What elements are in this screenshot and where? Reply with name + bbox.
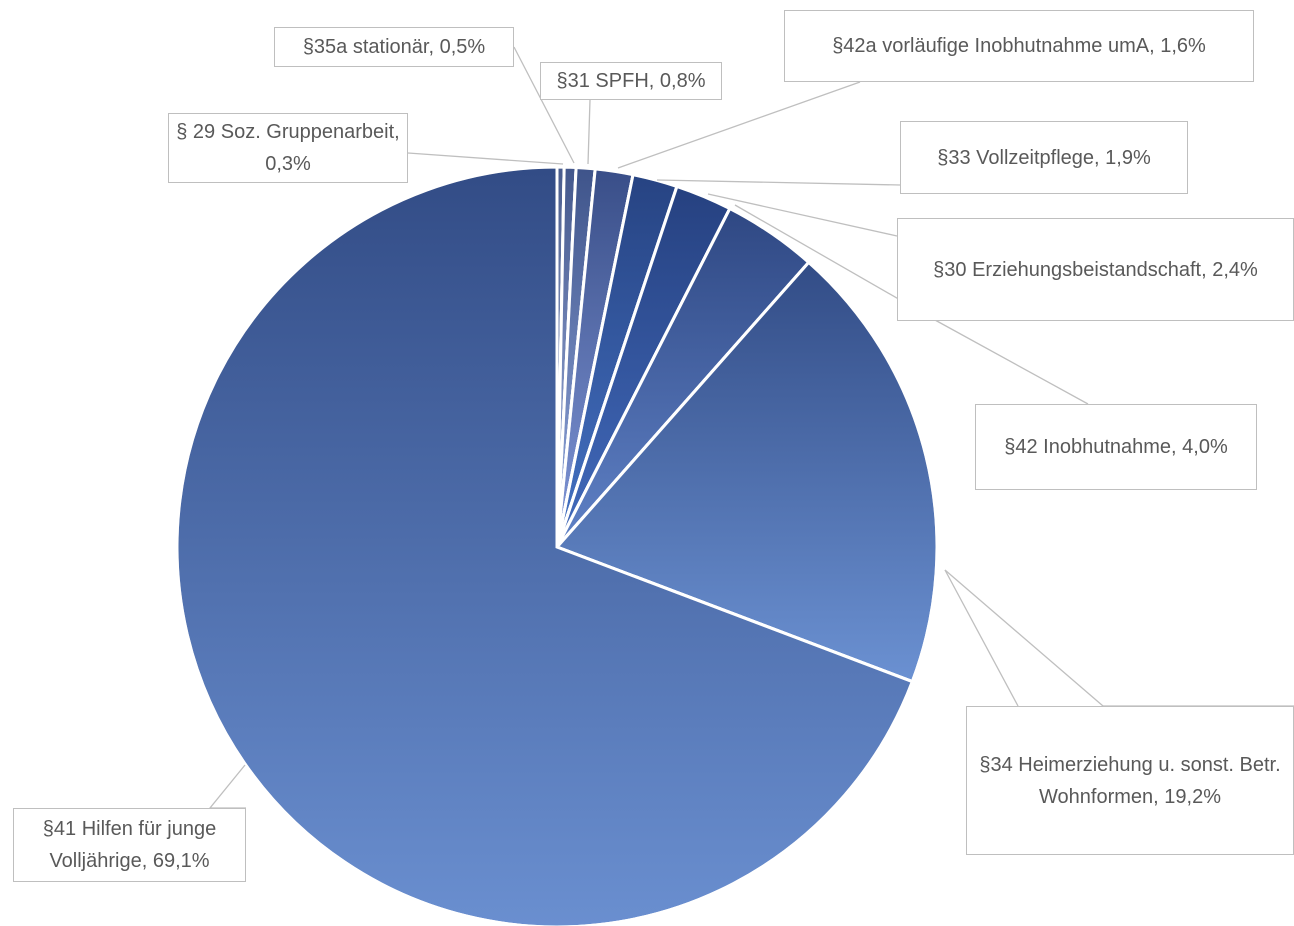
category-label: § 29 Soz. Gruppenarbeit,	[176, 121, 400, 143]
value-label: 19,2%	[1164, 785, 1221, 808]
data-label: §35a stationär, 0,5%	[274, 27, 514, 67]
leader-line	[656, 179, 901, 186]
leader-line	[944, 569, 1104, 707]
category-label: §35a stationär,	[302, 36, 435, 58]
category-label: §31 SPFH,	[556, 70, 655, 92]
category-label: §41 Hilfen für junge Volljährige,	[42, 818, 217, 872]
value-label: 69,1%	[152, 850, 210, 872]
category-label: §42a vorläufige Inobhutnahme umA,	[832, 35, 1155, 57]
value-label: 2,4%	[1212, 258, 1258, 281]
leader-line	[587, 99, 591, 165]
data-label: §30 Erziehungsbeistandschaft, 2,4%	[897, 218, 1294, 321]
leader-line	[707, 193, 898, 237]
label-text: §31 SPFH, 0,8%	[557, 65, 706, 97]
data-label: §31 SPFH, 0,8%	[540, 62, 722, 100]
slices	[175, 165, 939, 926]
value-label: 0,5%	[439, 36, 486, 58]
label-text: §33 Vollzeitpflege, 1,9%	[937, 142, 1151, 174]
label-text: §35a stationär, 0,5%	[303, 31, 485, 63]
category-label: §33 Vollzeitpflege,	[937, 146, 1100, 169]
label-text: § 29 Soz. Gruppenarbeit, 0,3%	[175, 116, 401, 180]
leader-line	[407, 152, 564, 165]
value-label: 0,3%	[265, 153, 311, 175]
category-label: §30 Erziehungsbeistandschaft,	[933, 258, 1207, 281]
value-label: 4,0%	[1182, 436, 1228, 458]
slice-shade	[554, 260, 939, 684]
leader-line	[513, 46, 575, 164]
leader-line	[944, 569, 1019, 707]
value-label: 1,6%	[1160, 35, 1206, 57]
label-text: §30 Erziehungsbeistandschaft, 2,4%	[933, 254, 1258, 286]
value-label: 1,9%	[1105, 146, 1151, 169]
category-label: §42 Inobhutnahme,	[1004, 436, 1177, 458]
label-text: §42 Inobhutnahme, 4,0%	[1004, 431, 1228, 463]
data-label: §42 Inobhutnahme, 4,0%	[975, 404, 1257, 490]
data-label: §34 Heimerziehung u. sonst. Betr. Wohnfo…	[966, 706, 1294, 855]
slice-shade	[175, 165, 915, 926]
data-label: § 29 Soz. Gruppenarbeit, 0,3%	[168, 113, 408, 183]
value-label: 0,8%	[659, 70, 706, 92]
label-text: §34 Heimerziehung u. sonst. Betr. Wohnfo…	[973, 749, 1287, 813]
label-text: §41 Hilfen für junge Volljährige, 69,1%	[20, 813, 239, 877]
data-label: §33 Vollzeitpflege, 1,9%	[900, 121, 1188, 194]
leader-line	[617, 81, 861, 169]
label-text: §42a vorläufige Inobhutnahme umA, 1,6%	[832, 30, 1206, 62]
category-label: §34 Heimerziehung u. sonst. Betr. Wohnfo…	[979, 753, 1281, 808]
leader-line	[208, 764, 246, 809]
data-label: §42a vorläufige Inobhutnahme umA, 1,6%	[784, 10, 1254, 82]
data-label: §41 Hilfen für junge Volljährige, 69,1%	[13, 808, 246, 882]
